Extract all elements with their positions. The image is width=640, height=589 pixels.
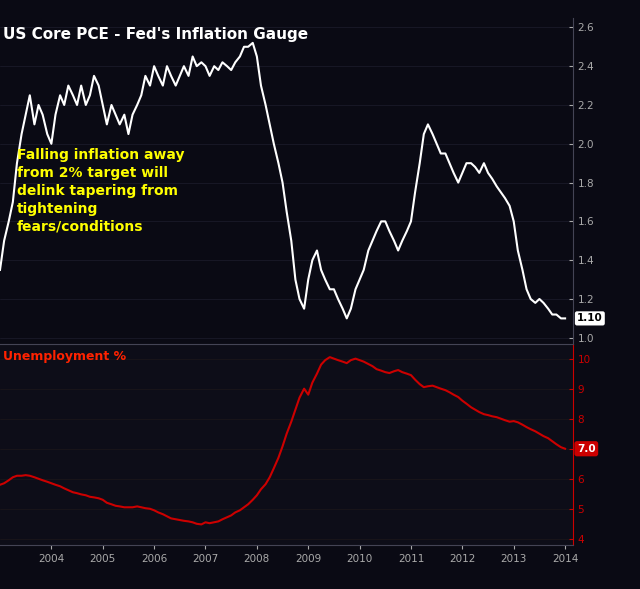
Text: 7.0: 7.0 bbox=[577, 444, 596, 454]
Text: Unemployment %: Unemployment % bbox=[3, 350, 126, 363]
Text: 1.10: 1.10 bbox=[577, 313, 603, 323]
Text: Falling inflation away
from 2% target will
delink tapering from
tightening
fears: Falling inflation away from 2% target wi… bbox=[17, 148, 185, 233]
Text: US Core PCE - Fed's Inflation Gauge: US Core PCE - Fed's Inflation Gauge bbox=[3, 28, 308, 42]
